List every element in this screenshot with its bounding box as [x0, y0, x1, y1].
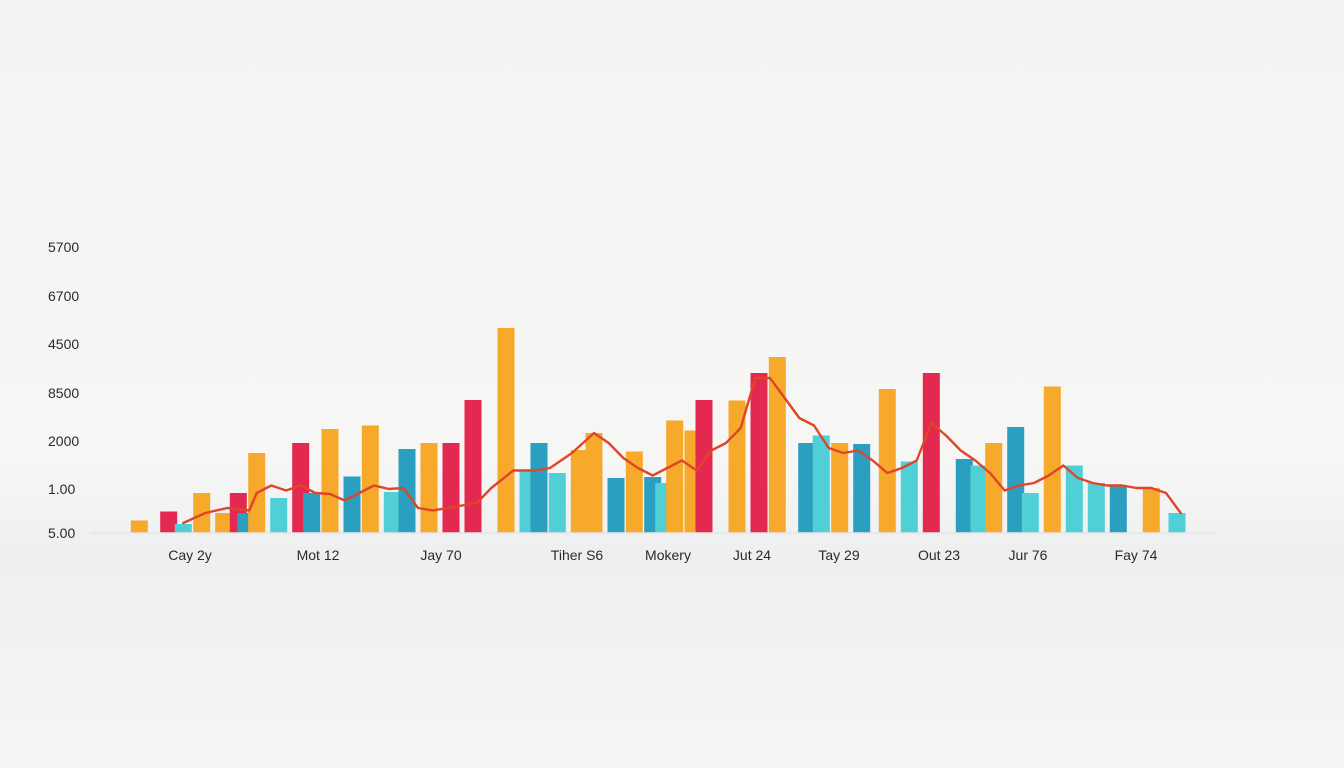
- bar-orange: [985, 443, 1003, 533]
- bar-cyan: [1021, 493, 1039, 533]
- x-tick-label: Jur 76: [1009, 547, 1048, 563]
- x-tick-label: Jay 70: [420, 547, 461, 563]
- bar-red: [922, 373, 940, 533]
- y-tick-label: 4500: [48, 336, 79, 352]
- bar-orange: [1142, 488, 1160, 533]
- bar-red: [464, 400, 482, 533]
- bar-blue: [1109, 485, 1127, 533]
- bar-orange: [831, 443, 849, 533]
- bar-blue: [1007, 427, 1025, 533]
- x-tick-label: Jut 24: [733, 547, 771, 563]
- bar-blue: [303, 493, 321, 533]
- x-tick-label: Mokery: [645, 547, 691, 563]
- x-tick-label: Fay 74: [1115, 547, 1158, 563]
- y-tick-label: 6700: [48, 288, 79, 304]
- bar-blue: [530, 443, 548, 533]
- bar-orange: [321, 429, 339, 533]
- bar-series: [130, 328, 1186, 533]
- bar-red: [750, 373, 768, 533]
- bar-orange: [585, 433, 603, 533]
- bar-blue: [607, 478, 625, 533]
- bar-cyan: [1065, 465, 1083, 533]
- bar-orange: [1043, 386, 1061, 533]
- bar-blue: [798, 443, 816, 533]
- y-tick-label: 8500: [48, 385, 79, 401]
- trend-polyline: [182, 376, 1182, 525]
- bar-cyan: [383, 492, 401, 533]
- bar-orange: [193, 493, 211, 533]
- bar-cyan: [1087, 483, 1105, 533]
- y-tick-label: 2000: [48, 433, 79, 449]
- y-axis: 5.00 1.00 2000 8500 4500 6700 5700: [48, 239, 79, 541]
- bar-cyan: [812, 435, 830, 533]
- bar-red: [442, 443, 460, 533]
- bar-cyan: [270, 498, 288, 533]
- bar-orange: [215, 513, 233, 533]
- trend-line: [182, 376, 1182, 525]
- x-tick-label: Tay 29: [818, 547, 859, 563]
- bar-orange: [728, 400, 746, 533]
- x-tick-label: Mot 12: [297, 547, 340, 563]
- x-tick-label: Out 23: [918, 547, 960, 563]
- y-tick-label: 5.00: [48, 525, 75, 541]
- y-tick-label: 1.00: [48, 481, 75, 497]
- bar-blue: [398, 449, 416, 533]
- bar-blue: [343, 476, 361, 533]
- bar-orange: [878, 389, 896, 533]
- bar-orange: [420, 443, 438, 533]
- bar-blue: [853, 444, 871, 533]
- bar-orange: [666, 420, 684, 533]
- bar-orange: [570, 450, 588, 533]
- bar-cyan: [900, 461, 918, 533]
- x-axis: Cay 2y Mot 12 Jay 70 Tiher S6 Mokery Jut 24 Ta…: [168, 547, 1157, 563]
- bar-orange: [625, 451, 643, 533]
- y-tick-label: 5700: [48, 239, 79, 255]
- bar-orange: [768, 357, 786, 533]
- bar-orange: [497, 328, 515, 533]
- bar-red: [160, 511, 178, 533]
- x-tick-label: Cay 2y: [168, 547, 212, 563]
- bar-orange: [361, 425, 379, 533]
- bar-cyan: [548, 473, 566, 533]
- bar-cyan: [174, 524, 192, 533]
- bar-red: [695, 400, 713, 533]
- bar-orange: [130, 520, 148, 533]
- bar-cyan: [970, 465, 988, 533]
- bar-blue: [955, 459, 973, 533]
- x-tick-label: Tiher S6: [551, 547, 604, 563]
- bar-cyan: [1168, 513, 1186, 533]
